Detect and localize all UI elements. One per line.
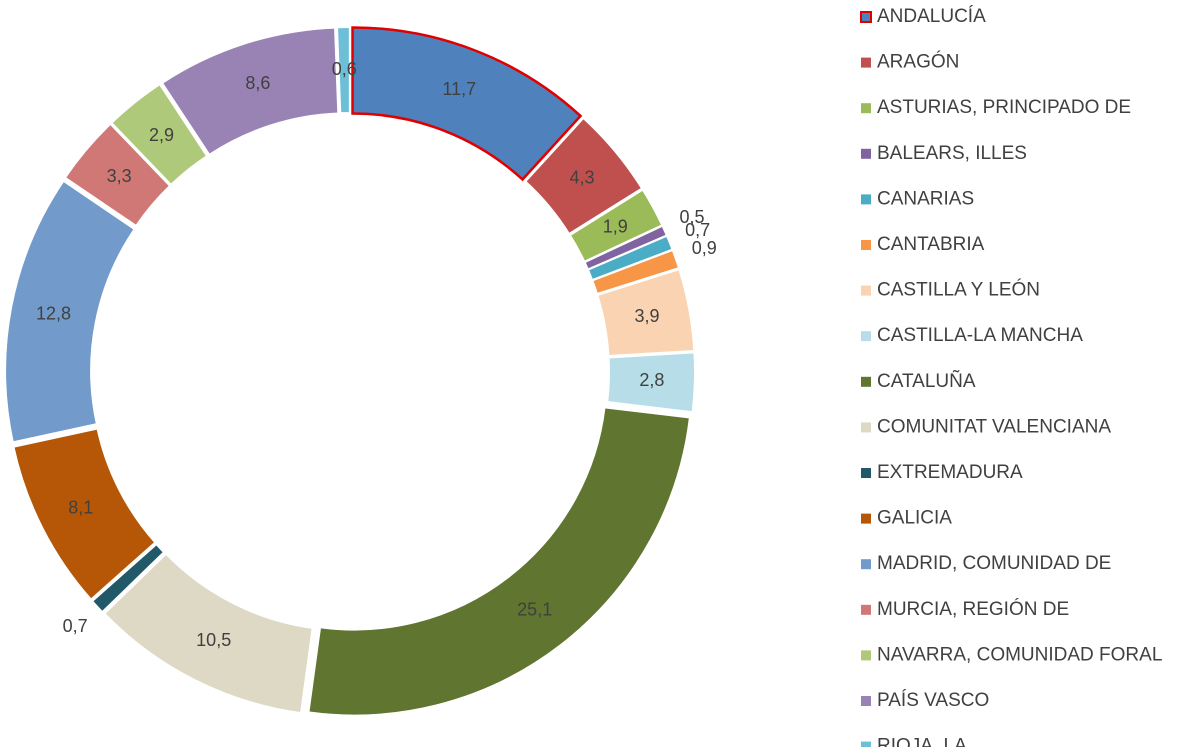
donut-segment [63, 122, 172, 228]
legend-swatch [861, 696, 871, 706]
donut-segment [12, 427, 157, 601]
legend-label: CANTABRIA [877, 234, 985, 255]
donut-segment [595, 267, 696, 358]
legend-swatch [861, 559, 871, 570]
data-label: 11,7 [442, 79, 476, 99]
data-label: 1,9 [603, 216, 628, 236]
legend-label: RIOJA, LA [877, 736, 967, 747]
legend-label: ANDALUCÍA [877, 6, 986, 27]
legend-swatch [861, 376, 871, 387]
data-label: 4,3 [570, 167, 595, 187]
legend-label: CASTILLA-LA MANCHA [877, 325, 1083, 346]
data-label: 8,1 [68, 497, 93, 517]
legend-label: COMUNITAT VALENCIANA [877, 416, 1111, 437]
donut-segment [523, 116, 644, 236]
donut-segment [606, 351, 696, 414]
donut-segment [590, 248, 681, 296]
data-label: 10,5 [196, 630, 231, 650]
legend-label: EXTREMADURA [877, 462, 1023, 483]
data-label: 0,7 [685, 220, 710, 240]
legend-label: PAÍS VASCO [877, 690, 989, 711]
legend-swatch [861, 513, 871, 524]
legend-label: NAVARRA, COMUNIDAD FORAL [877, 644, 1162, 665]
legend-swatch [861, 422, 871, 433]
legend-swatch [861, 57, 871, 68]
legend-swatch [860, 11, 872, 23]
legend-swatch [861, 240, 871, 250]
donut-segment [102, 552, 314, 715]
donut-segment [90, 542, 166, 614]
legend-swatch [861, 331, 871, 342]
legend-label: CASTILLA Y LEÓN [877, 279, 1040, 301]
data-label: 0,7 [63, 616, 88, 636]
data-label: 25,1 [517, 600, 552, 620]
donut-segment [109, 82, 209, 187]
legend-label: ASTURIAS, PRINCIPADO DE [877, 97, 1131, 118]
legend-label: ARAGÓN [877, 51, 959, 73]
legend-label: BALEARS, ILLES [877, 143, 1027, 164]
data-label: 2,8 [639, 370, 664, 390]
data-label: 3,9 [635, 306, 660, 326]
legend-swatch [861, 741, 871, 747]
legend-swatch [861, 103, 871, 114]
donut-segment [4, 179, 137, 444]
data-label: 8,6 [245, 73, 270, 93]
legend-swatch [861, 468, 871, 478]
data-label: 0,6 [332, 59, 357, 79]
legend-swatch [861, 194, 871, 205]
data-label: 0,5 [680, 207, 705, 227]
legend-label: MURCIA, REGIÓN DE [877, 598, 1069, 620]
legend-label: CATALUÑA [877, 370, 976, 392]
legend-swatch [861, 650, 871, 661]
data-label: 3,3 [107, 166, 132, 186]
legend-label: CANARIAS [877, 188, 974, 209]
legend-label: MADRID, COMUNIDAD DE [877, 553, 1111, 574]
donut-segment [351, 26, 583, 182]
data-label: 2,9 [149, 125, 174, 145]
legend-label: GALICIA [877, 508, 952, 529]
data-label: 12,8 [36, 303, 71, 323]
donut-segment [336, 26, 351, 115]
data-label: 0,9 [692, 238, 717, 258]
donut-segment [160, 26, 340, 157]
legend-swatch [861, 148, 871, 159]
donut-segment [307, 406, 692, 717]
legend-swatch [861, 604, 871, 615]
legend-swatch [861, 285, 871, 296]
